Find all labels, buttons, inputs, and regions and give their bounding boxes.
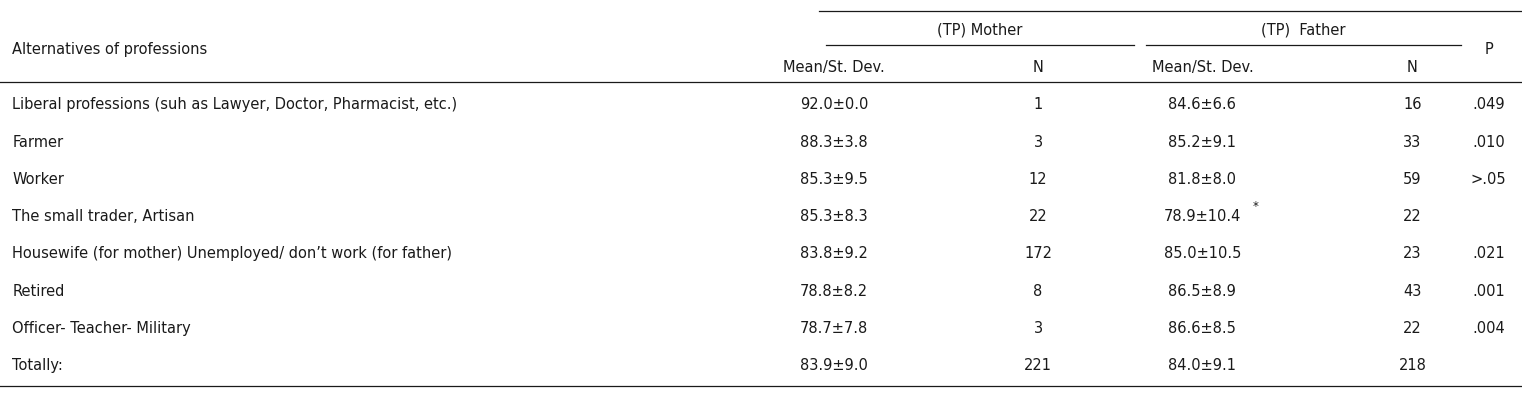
Text: Alternatives of professions: Alternatives of professions [12,42,207,57]
Text: N: N [1406,60,1419,75]
Text: Retired: Retired [12,284,64,299]
Text: .010: .010 [1472,135,1505,150]
Text: 59: 59 [1403,172,1422,187]
Text: Mean/St. Dev.: Mean/St. Dev. [1152,60,1253,75]
Text: The small trader, Artisan: The small trader, Artisan [12,209,195,224]
Text: Housewife (for mother) Unemployed/ don’t work (for father): Housewife (for mother) Unemployed/ don’t… [12,246,452,261]
Text: 81.8±8.0: 81.8±8.0 [1169,172,1236,187]
Text: 3: 3 [1033,135,1043,150]
Text: 218: 218 [1399,358,1426,373]
Text: .049: .049 [1472,97,1505,112]
Text: Liberal professions (suh as Lawyer, Doctor, Pharmacist, etc.): Liberal professions (suh as Lawyer, Doct… [12,97,457,112]
Text: 78.8±8.2: 78.8±8.2 [801,284,868,299]
Text: Totally:: Totally: [12,358,62,373]
Text: 92.0±0.0: 92.0±0.0 [801,97,868,112]
Text: 84.6±6.6: 84.6±6.6 [1169,97,1236,112]
Text: .021: .021 [1472,246,1505,261]
Text: 84.0±9.1: 84.0±9.1 [1169,358,1236,373]
Text: 23: 23 [1403,246,1422,261]
Text: 22: 22 [1029,209,1047,224]
Text: Officer- Teacher- Military: Officer- Teacher- Military [12,321,190,336]
Text: .001: .001 [1472,284,1505,299]
Text: 22: 22 [1403,321,1422,336]
Text: Worker: Worker [12,172,64,187]
Text: 78.9±10.4: 78.9±10.4 [1164,209,1240,224]
Text: 16: 16 [1403,97,1422,112]
Text: >.05: >.05 [1470,172,1507,187]
Text: *: * [1253,200,1259,213]
Text: P: P [1484,42,1493,57]
Text: 83.8±9.2: 83.8±9.2 [801,246,868,261]
Text: Mean/St. Dev.: Mean/St. Dev. [784,60,884,75]
Text: 86.5±8.9: 86.5±8.9 [1169,284,1236,299]
Text: 33: 33 [1403,135,1422,150]
Text: 221: 221 [1024,358,1052,373]
Text: (TP) Mother: (TP) Mother [938,23,1023,38]
Text: 172: 172 [1024,246,1052,261]
Text: 78.7±7.8: 78.7±7.8 [801,321,868,336]
Text: 43: 43 [1403,284,1422,299]
Text: 86.6±8.5: 86.6±8.5 [1169,321,1236,336]
Text: 12: 12 [1029,172,1047,187]
Text: N: N [1032,60,1044,75]
Text: 85.2±9.1: 85.2±9.1 [1169,135,1236,150]
Text: Farmer: Farmer [12,135,64,150]
Text: 1: 1 [1033,97,1043,112]
Text: 88.3±3.8: 88.3±3.8 [801,135,868,150]
Text: (TP)  Father: (TP) Father [1262,23,1345,38]
Text: 22: 22 [1403,209,1422,224]
Text: 3: 3 [1033,321,1043,336]
Text: 8: 8 [1033,284,1043,299]
Text: .004: .004 [1472,321,1505,336]
Text: 83.9±9.0: 83.9±9.0 [801,358,868,373]
Text: 85.3±8.3: 85.3±8.3 [801,209,868,224]
Text: 85.3±9.5: 85.3±9.5 [801,172,868,187]
Text: 85.0±10.5: 85.0±10.5 [1164,246,1240,261]
